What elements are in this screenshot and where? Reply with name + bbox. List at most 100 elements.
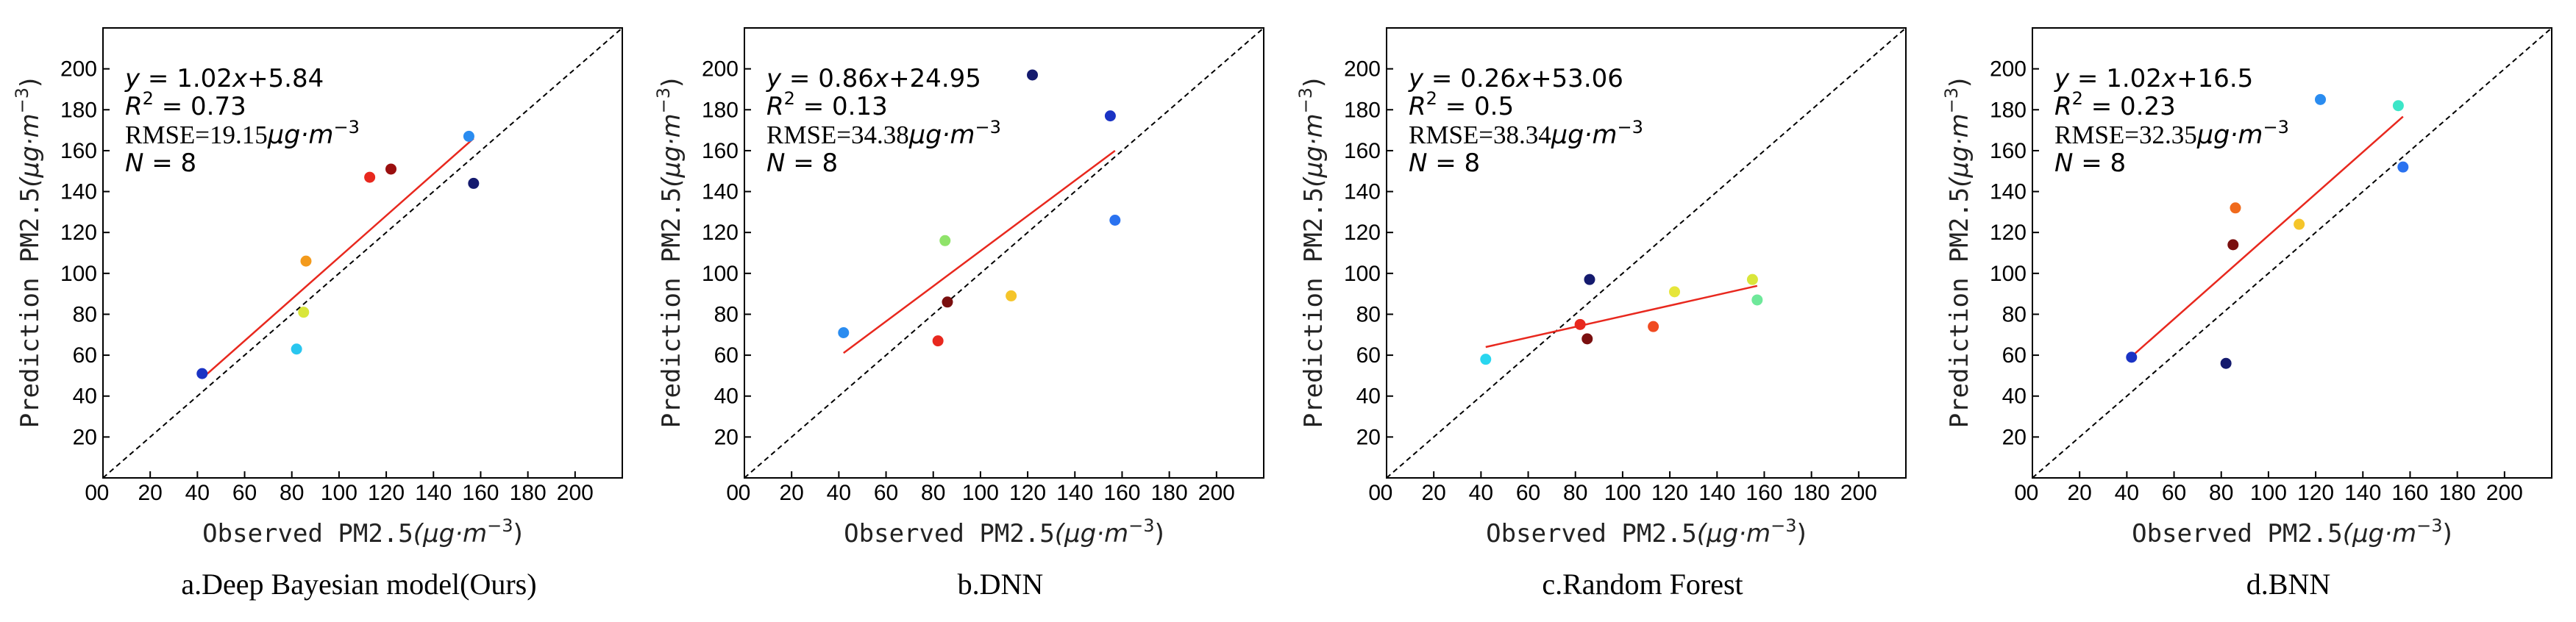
y-tick-label: 20 bbox=[714, 425, 739, 449]
data-point bbox=[1027, 69, 1039, 81]
panel-caption: a.Deep Bayesian model(Ours) bbox=[181, 568, 536, 601]
y-tick-label: 120 bbox=[1990, 221, 2027, 245]
x-tick-label: 0 bbox=[739, 481, 751, 505]
rmse-value: RMSE=34.38μg·m−3 bbox=[766, 117, 1001, 150]
fit-line bbox=[843, 149, 1116, 354]
x-tick-label: 60 bbox=[2162, 481, 2186, 505]
x-tick-label: 180 bbox=[1793, 481, 1830, 505]
x-tick-label: 160 bbox=[2391, 481, 2428, 505]
y-tick-label: 140 bbox=[60, 180, 97, 204]
y-tick-label: 160 bbox=[1990, 139, 2027, 163]
x-tick-label: 20 bbox=[138, 481, 162, 505]
y-tick-label: 120 bbox=[60, 221, 97, 245]
y-tick-label: 140 bbox=[1344, 180, 1381, 204]
data-point bbox=[463, 130, 474, 142]
data-point bbox=[364, 171, 376, 183]
data-point bbox=[838, 326, 850, 338]
y-tick-label: 140 bbox=[702, 180, 739, 204]
data-point bbox=[2220, 357, 2232, 369]
x-tick-label: 140 bbox=[2344, 481, 2381, 505]
y-tick-label: 100 bbox=[60, 262, 97, 286]
data-point bbox=[196, 368, 208, 379]
panel-caption: b.DNN bbox=[958, 568, 1044, 601]
y-tick-label: 0 bbox=[85, 481, 97, 505]
scatter-panel-1: 0 20 40 60 80 100 120 140 160 180 200 20 40 60 80 100 12… bbox=[12, 27, 623, 601]
data-point bbox=[1669, 286, 1681, 298]
x-tick-label: 140 bbox=[1056, 481, 1093, 505]
y-tick-label: 160 bbox=[1344, 139, 1381, 163]
data-point bbox=[298, 307, 310, 318]
r-squared: R2 = 0.13 bbox=[766, 88, 888, 121]
fit-line bbox=[2130, 115, 2404, 357]
sample-count: N = 8 bbox=[766, 149, 838, 178]
x-tick-label: 140 bbox=[1698, 481, 1735, 505]
fit-equation: y = 0.26x+53.06 bbox=[1408, 64, 1623, 93]
x-tick-label: 0 bbox=[1381, 481, 1393, 505]
y-tick-label: 180 bbox=[1344, 98, 1381, 122]
y-tick-label: 200 bbox=[60, 57, 97, 82]
data-point bbox=[1574, 318, 1586, 330]
data-point bbox=[385, 163, 397, 175]
x-tick-label: 40 bbox=[1469, 481, 1493, 505]
data-point bbox=[932, 335, 944, 347]
x-axis-label: Observed PM2.5(μg·m−3) bbox=[1486, 515, 1807, 548]
y-tick-label: 100 bbox=[702, 262, 739, 286]
x-tick-label: 60 bbox=[874, 481, 898, 505]
rmse-value: RMSE=38.34μg·m−3 bbox=[1409, 117, 1643, 150]
y-tick-label: 60 bbox=[73, 343, 97, 368]
data-point bbox=[2294, 218, 2305, 230]
r-squared: R2 = 0.73 bbox=[125, 88, 246, 121]
y-tick-label: 60 bbox=[2002, 343, 2027, 368]
x-tick-label: 180 bbox=[510, 481, 547, 505]
data-point bbox=[2227, 239, 2239, 251]
y-tick-label: 100 bbox=[1344, 262, 1381, 286]
x-axis-label: Observed PM2.5(μg·m−3) bbox=[2132, 515, 2452, 548]
scatter-panel-4: 0 20 40 60 80 100 120 140 160 180 200 20 40 60 80 100 12… bbox=[1941, 27, 2552, 601]
y-tick-label: 140 bbox=[1990, 180, 2027, 204]
sample-count: N = 8 bbox=[2054, 149, 2126, 178]
x-tick-label: 20 bbox=[779, 481, 803, 505]
sample-count: N = 8 bbox=[1409, 149, 1480, 178]
y-tick-label: 180 bbox=[1990, 98, 2027, 122]
x-tick-label: 20 bbox=[1421, 481, 1445, 505]
r-squared: R2 = 0.23 bbox=[2054, 88, 2176, 121]
plot-frame bbox=[2032, 27, 2552, 479]
x-tick-label: 0 bbox=[2027, 481, 2039, 505]
rmse-value: RMSE=32.35μg·m−3 bbox=[2054, 117, 2289, 150]
y-tick-label: 160 bbox=[702, 139, 739, 163]
fit-equation: y = 1.02x+5.84 bbox=[124, 64, 324, 93]
y-tick-label: 80 bbox=[1356, 302, 1381, 326]
x-tick-label: 100 bbox=[2250, 481, 2287, 505]
data-point bbox=[2392, 100, 2404, 112]
x-tick-label: 80 bbox=[2209, 481, 2233, 505]
y-tick-label: 120 bbox=[1344, 221, 1381, 245]
plot-frame bbox=[1386, 27, 1907, 479]
x-tick-label: 80 bbox=[1563, 481, 1587, 505]
y-tick-label: 20 bbox=[1356, 425, 1381, 449]
scatter-panel-3: 0 20 40 60 80 100 120 140 160 180 200 20 40 60 80 100 12… bbox=[1295, 27, 1907, 601]
x-tick-label: 200 bbox=[557, 481, 594, 505]
panel-caption: d.BNN bbox=[2246, 568, 2330, 601]
y-tick-label: 0 bbox=[726, 481, 739, 505]
y-axis-label: Prediction PM2.5(μg·m−3) bbox=[653, 78, 686, 429]
x-tick-label: 200 bbox=[1840, 481, 1877, 505]
x-tick-label: 40 bbox=[185, 481, 210, 505]
x-tick-label: 40 bbox=[827, 481, 851, 505]
panel-caption: c.Random Forest bbox=[1542, 568, 1743, 601]
data-point bbox=[2230, 202, 2241, 214]
fit-equation: y = 1.02x+16.5 bbox=[2054, 64, 2253, 93]
y-tick-label: 80 bbox=[714, 302, 739, 326]
data-point bbox=[1006, 290, 1017, 301]
data-point bbox=[1109, 214, 1121, 226]
y-tick-label: 200 bbox=[702, 57, 739, 82]
y-tick-label: 60 bbox=[1356, 343, 1381, 368]
data-point bbox=[2397, 161, 2409, 173]
scatter-panel-2: 0 20 40 60 80 100 120 140 160 180 200 20 40 60 80 100 12… bbox=[653, 27, 1264, 601]
data-point bbox=[1648, 321, 1659, 332]
data-point bbox=[1581, 333, 1593, 345]
y-tick-label: 0 bbox=[2014, 481, 2027, 505]
x-tick-label: 120 bbox=[2297, 481, 2334, 505]
data-point bbox=[939, 235, 951, 246]
x-tick-label: 140 bbox=[415, 481, 452, 505]
x-tick-label: 120 bbox=[368, 481, 405, 505]
